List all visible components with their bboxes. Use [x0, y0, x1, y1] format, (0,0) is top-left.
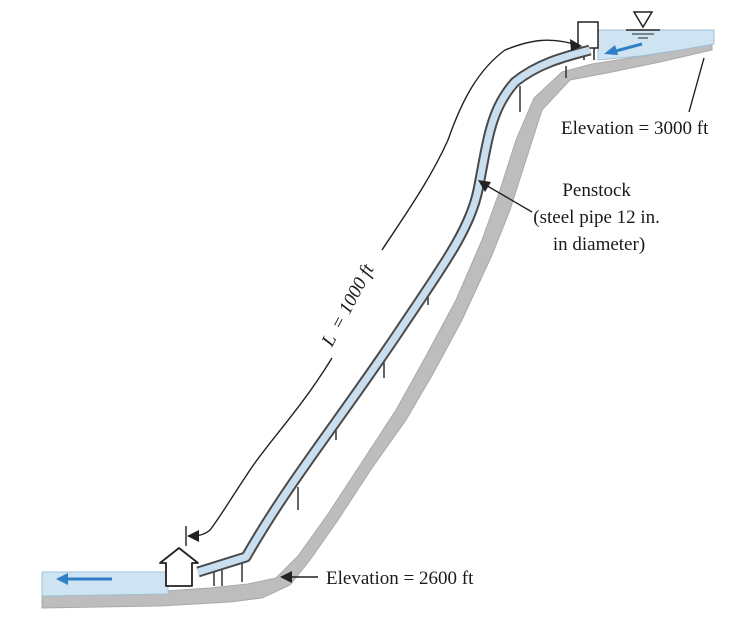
length-label: L = 1000 ft [317, 260, 379, 351]
free-surface-triangle-icon [626, 11, 660, 39]
lower-elevation-arrowhead-icon [280, 571, 292, 583]
upper-elevation-label: Elevation = 3000 ft [561, 118, 709, 139]
flow-arrow-upper-icon [604, 42, 643, 55]
dimension-arrowhead-lower-icon [187, 530, 199, 542]
lower-tailwater [41, 571, 169, 597]
lower-elevation-label: Elevation = 2600 ft [326, 568, 474, 589]
penstock-pointer-arrowhead-icon [478, 180, 491, 192]
penstock-pointer [483, 183, 533, 213]
upper-reservoir [597, 29, 715, 61]
powerhouse-icon [159, 547, 199, 587]
penstock-label: Penstock (steel pipe 12 in. in diameter) [533, 180, 664, 255]
dimension-arrowhead-upper-icon [570, 39, 582, 51]
penstock-pipe [196, 46, 591, 576]
length-variable: L [317, 331, 341, 351]
upper-elevation-pointer [688, 57, 705, 113]
penstock-title: Penstock [562, 180, 631, 201]
pipe-supports [213, 66, 567, 586]
length-dimension-line-upper [381, 39, 581, 251]
length-dimension-line-lower [187, 357, 333, 537]
penstock-description-line2: in diameter) [553, 234, 645, 255]
flow-arrow-lower-icon [56, 573, 112, 585]
penstock-description-line1: (steel pipe 12 in. [533, 207, 660, 228]
hillside-ground [41, 39, 713, 609]
length-value: = 1000 ft [327, 260, 379, 333]
